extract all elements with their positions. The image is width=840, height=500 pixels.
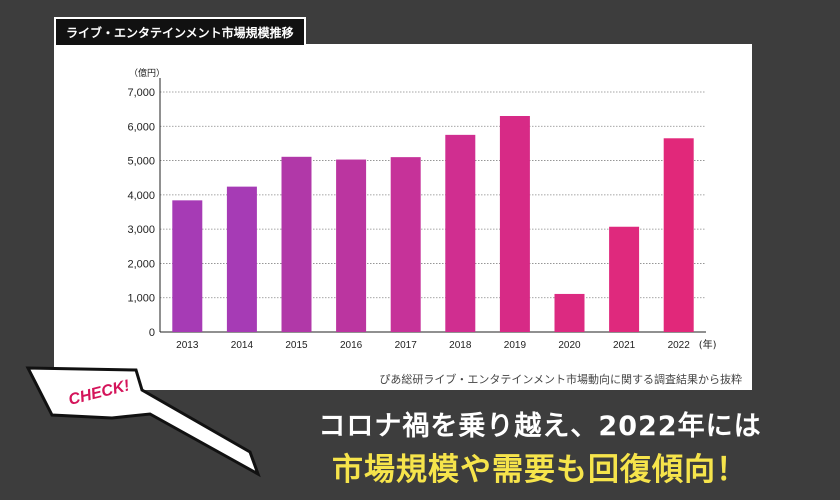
check-badge: CHECK! (25, 366, 261, 478)
bar-2019 (499, 116, 530, 332)
x-tick-label: 2016 (340, 340, 363, 351)
y-unit-label: （億円） (129, 69, 166, 79)
bar-2017 (390, 157, 421, 332)
x-tick-label: 2022 (668, 340, 691, 351)
bar-2018 (445, 134, 476, 332)
x-axis-suffix: (年) (699, 338, 717, 351)
y-tick-label: 0 (149, 327, 155, 339)
x-tick-label: 2015 (285, 340, 308, 351)
bar-2015 (281, 156, 312, 332)
bar-2013 (172, 200, 203, 332)
bar-2021 (609, 226, 640, 332)
headline-line-2: 市場規模や需要も回復傾向！ (332, 452, 748, 488)
bar-2022 (663, 138, 694, 332)
check-arrow-icon (25, 366, 261, 478)
y-tick-label: 5,000 (127, 156, 155, 168)
y-tick-label: 3,000 (127, 224, 155, 236)
y-tick-label: 6,000 (127, 121, 155, 133)
y-tick-label: 7,000 (127, 87, 155, 99)
headline-line-1: コロナ禍を乗り越え、2022年には (318, 411, 762, 442)
x-tick-label: 2017 (395, 340, 418, 351)
source-note: ぴあ総研ライブ・エンタテインメント市場動向に関する調査結果から抜粋 (379, 373, 742, 386)
y-tick-label: 2,000 (127, 258, 155, 270)
x-tick-label: 2018 (449, 340, 472, 351)
bar-2020 (554, 293, 585, 332)
bar-2014 (226, 186, 257, 332)
x-tick-label: 2021 (613, 340, 636, 351)
bar-2016 (336, 159, 367, 332)
chart-title-tab: ライブ・エンタテインメント市場規模推移 (54, 17, 306, 45)
x-tick-label: 2013 (176, 340, 199, 351)
y-tick-label: 4,000 (127, 190, 155, 202)
x-tick-label: 2014 (231, 340, 254, 351)
x-tick-label: 2019 (504, 340, 527, 351)
y-tick-label: 1,000 (127, 293, 155, 305)
x-tick-label: 2020 (558, 340, 581, 351)
